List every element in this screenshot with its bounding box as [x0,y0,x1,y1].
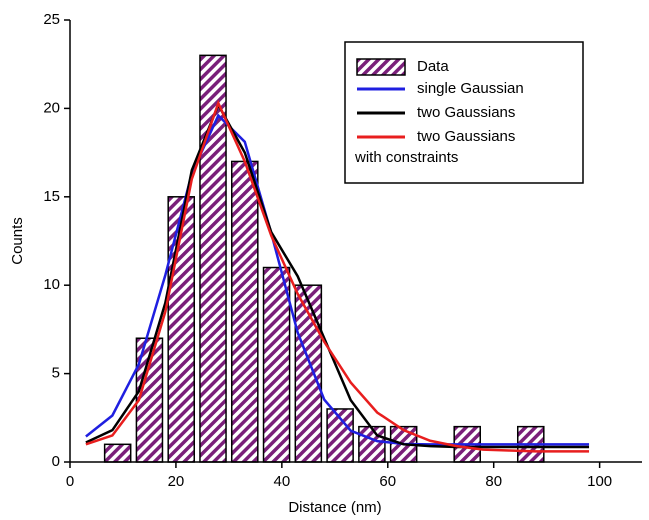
bar [230,160,259,463]
x-tick-label: 20 [168,473,185,490]
legend-label: two Gaussians [417,128,515,145]
bar [262,266,291,463]
legend-note: with constraints [354,149,458,166]
fit-line [85,99,590,453]
legend-swatch [356,58,406,76]
x-axis-label: Distance (nm) [288,499,381,516]
legend-label: Data [417,58,449,75]
x-tick-label: 0 [66,473,74,490]
fit-line [85,113,590,446]
y-tick-label: 25 [43,11,60,28]
x-tick-label: 100 [587,473,612,490]
y-tick-label: 20 [43,99,60,116]
legend-label: single Gaussian [417,80,524,97]
y-tick-label: 0 [52,453,60,470]
bar [167,196,196,463]
y-axis-label: Counts [9,217,26,265]
fit-line [85,101,590,449]
y-tick-label: 10 [43,276,60,293]
x-tick-label: 60 [379,473,396,490]
x-tick-label: 40 [274,473,291,490]
legend: Data single Gaussian two Gaussians two Gaus… [344,41,584,184]
legend-label: two Gaussians [417,104,515,121]
bar [358,425,386,463]
bar [103,443,132,463]
x-tick-label: 80 [485,473,502,490]
y-tick-label: 5 [52,365,60,382]
y-tick-label: 15 [43,188,60,205]
